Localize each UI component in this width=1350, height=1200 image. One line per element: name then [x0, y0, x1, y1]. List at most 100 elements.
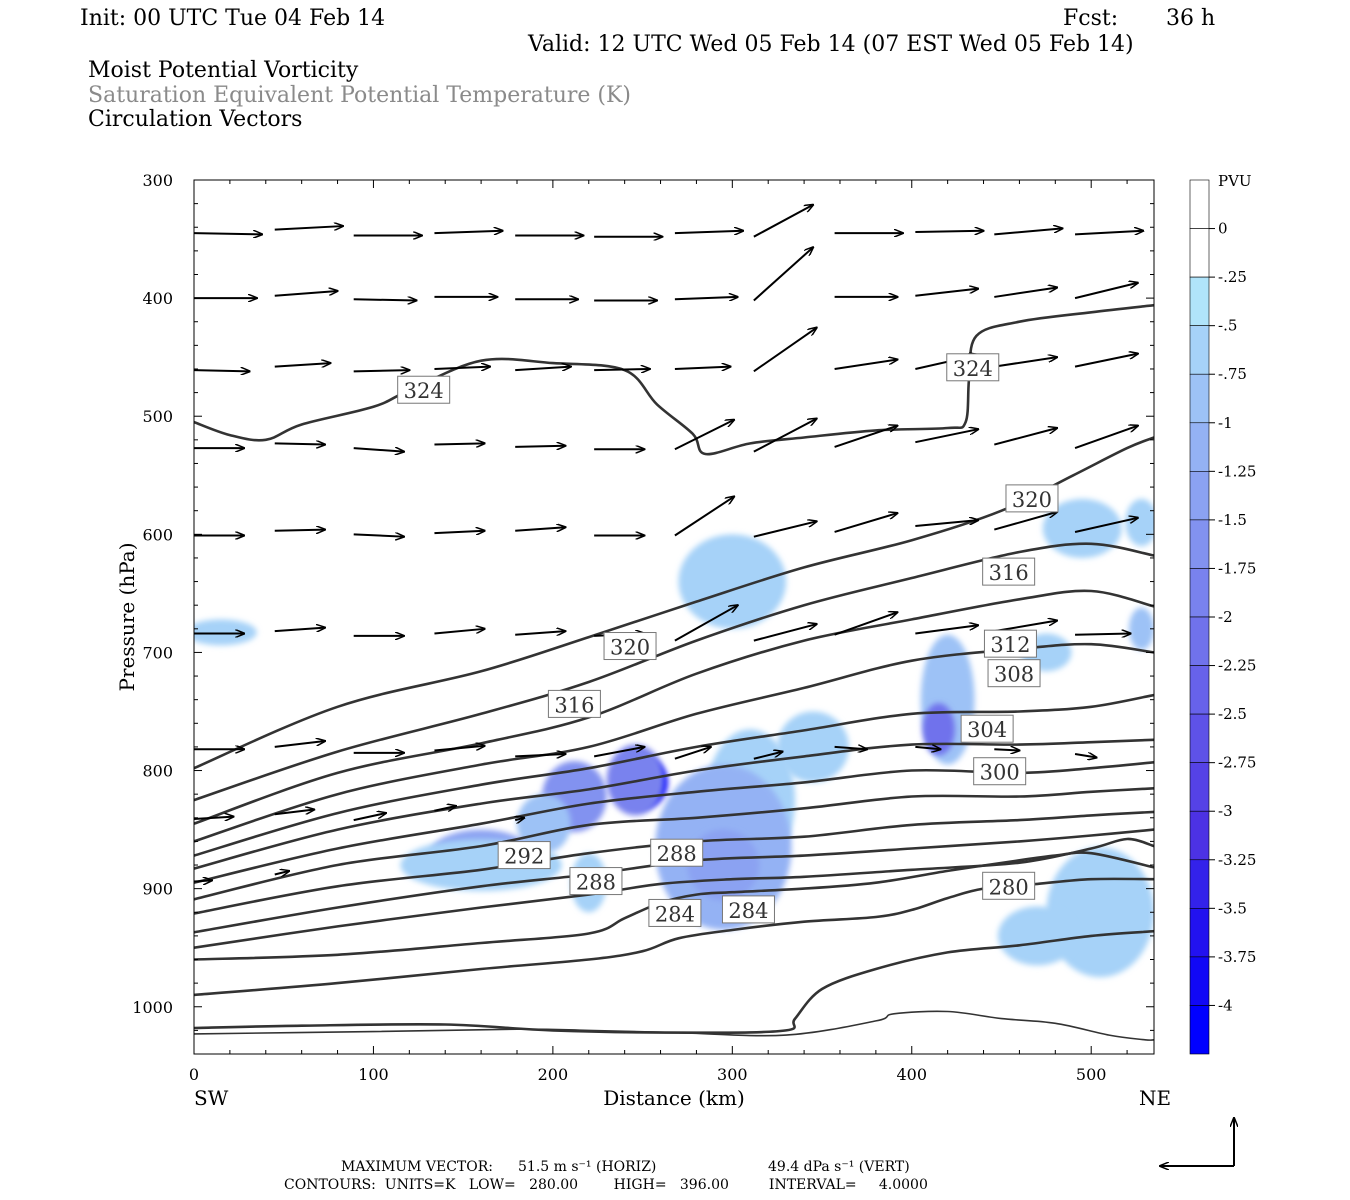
circulation-vector-2-11 [1074, 354, 1138, 368]
y-tick-label-600: 600 [142, 525, 173, 544]
reference-vector [1160, 1118, 1234, 1166]
colorbar-swatch-16 [1189, 956, 1210, 1006]
svg-text:284: 284 [655, 902, 695, 926]
theta-e-contour-282 [194, 851, 1154, 961]
contour-label-280: 280 [982, 871, 1036, 900]
svg-text:316: 316 [554, 693, 594, 717]
y-tick-label-400: 400 [142, 289, 173, 308]
circulation-vector-1-9 [915, 289, 978, 297]
theta-e-contour-316 [194, 542, 1154, 802]
pv-shading-2 [1042, 498, 1122, 558]
max-vector-horiz: 51.5 m s⁻¹ (HORIZ) [518, 1159, 657, 1175]
circulation-vector-4-4 [515, 527, 565, 531]
x-tick-label-100: 100 [358, 1065, 389, 1084]
colorbar-label-10: -2.5 [1218, 705, 1247, 723]
circulation-vector-1-11 [1074, 283, 1138, 300]
colorbar-label-11: -2.75 [1218, 754, 1256, 772]
colorbar-label-2: -.5 [1218, 317, 1237, 335]
contour-label-284: 284 [721, 895, 775, 924]
circulation-vector-2-4 [515, 367, 571, 371]
x-axis-title: Distance (km) [603, 1086, 745, 1110]
x-end-label-ne: NE [1139, 1086, 1171, 1110]
contour-label-316: 316 [982, 557, 1036, 586]
contour-info: CONTOURS: UNITS=K LOW= 280.00 HIGH= 396.… [284, 1177, 928, 1193]
circulation-vector-6-10 [994, 749, 1019, 750]
circulation-vector-6-3 [434, 746, 484, 752]
colorbar-label-6: -1.5 [1218, 511, 1247, 529]
contour-label-300: 300 [973, 757, 1027, 786]
contour-label-320: 320 [1005, 484, 1059, 513]
x-tick-label-200: 200 [538, 1065, 569, 1084]
circulation-vector-4-9 [915, 520, 978, 528]
circulation-vector-0-1 [274, 226, 343, 231]
circulation-vector-6-6 [674, 747, 711, 760]
y-tick-label-700: 700 [142, 643, 173, 662]
circulation-vector-6-7 [753, 752, 783, 760]
colorbar-swatch-14 [1189, 859, 1210, 909]
colorbar-swatch-3 [1189, 325, 1210, 375]
circulation-vector-7-4 [515, 818, 524, 820]
svg-text:316: 316 [989, 561, 1029, 585]
colorbar-swatch-15 [1189, 908, 1210, 958]
circulation-vector-5-7 [753, 624, 817, 642]
contour-label-292: 292 [497, 841, 551, 870]
x-tick-label-0: 0 [189, 1065, 199, 1084]
x-tick-label-500: 500 [1076, 1065, 1107, 1084]
contour-label-284: 284 [648, 898, 702, 927]
theta-e-contour-300 [194, 738, 1154, 870]
plot-frame [193, 179, 1155, 1055]
svg-text:324: 324 [404, 379, 444, 403]
theta-e-contour-286 [194, 828, 1154, 934]
circulation-vector-3-1 [274, 443, 325, 444]
x-tick-label-400: 400 [896, 1065, 927, 1084]
circulation-vector-1-2 [353, 299, 417, 300]
circulation-vector-4-3 [434, 531, 484, 533]
max-vector-vert: 49.4 dPa s⁻¹ (VERT) [768, 1159, 910, 1175]
y-axis-title: Pressure (hPa) [115, 543, 139, 692]
circulation-vector-2-7 [753, 328, 817, 373]
circulation-vector-4-8 [834, 513, 898, 533]
circulation-vector-8-0 [194, 880, 212, 881]
contour-label-324: 324 [397, 375, 451, 404]
y-tick-label-900: 900 [142, 880, 173, 899]
svg-text:292: 292 [504, 845, 544, 869]
circulation-vector-2-6 [674, 367, 731, 369]
colorbar-swatch-0 [1189, 179, 1210, 229]
circulation-vector-5-9 [915, 625, 978, 635]
colorbar-label-5: -1.25 [1218, 462, 1256, 480]
circulation-vector-3-10 [994, 428, 1057, 446]
colorbar-label-15: -3.75 [1218, 948, 1256, 966]
forecast-hour: 36 h [1166, 6, 1216, 31]
circulation-vector-4-6 [674, 497, 734, 537]
circulation-vector-6-1 [274, 741, 325, 748]
contour-label-324: 324 [946, 353, 1000, 382]
svg-text:324: 324 [953, 357, 993, 381]
circulation-vector-4-7 [753, 521, 817, 538]
circulation-vector-1-7 [753, 247, 813, 302]
colorbar-label-12: -3 [1218, 802, 1233, 820]
circulation-vector-3-8 [834, 426, 898, 448]
colorbar-swatch-7 [1189, 519, 1210, 569]
circulation-vector-3-7 [753, 419, 817, 453]
circulation-vector-7-0 [194, 817, 233, 819]
circulation-vector-3-4 [515, 446, 565, 447]
y-tick-label-1000: 1000 [132, 998, 173, 1017]
circulation-vector-5-4 [515, 631, 565, 635]
circulation-vector-5-3 [434, 629, 484, 635]
contour-label-308: 308 [987, 659, 1041, 688]
colorbar-label-3: -.75 [1218, 365, 1247, 383]
circulation-vector-5-10 [994, 621, 1057, 633]
y-tick-label-500: 500 [142, 407, 173, 426]
theta-e-contour-324 [194, 303, 1154, 456]
circulation-vector-2-0 [194, 370, 250, 371]
circulation-vector-3-11 [1074, 426, 1138, 450]
circulation-vector-5-8 [834, 612, 898, 636]
theta-e-contour-288 [194, 810, 1154, 915]
svg-text:284: 284 [728, 899, 768, 923]
circulation-vector-4-1 [274, 530, 325, 531]
circulation-vector-5-6 [674, 605, 738, 642]
theta-e-contour-312 [194, 589, 1154, 825]
circulation-vector-7-2 [353, 813, 386, 822]
colorbar-swatch-1 [1189, 228, 1210, 278]
